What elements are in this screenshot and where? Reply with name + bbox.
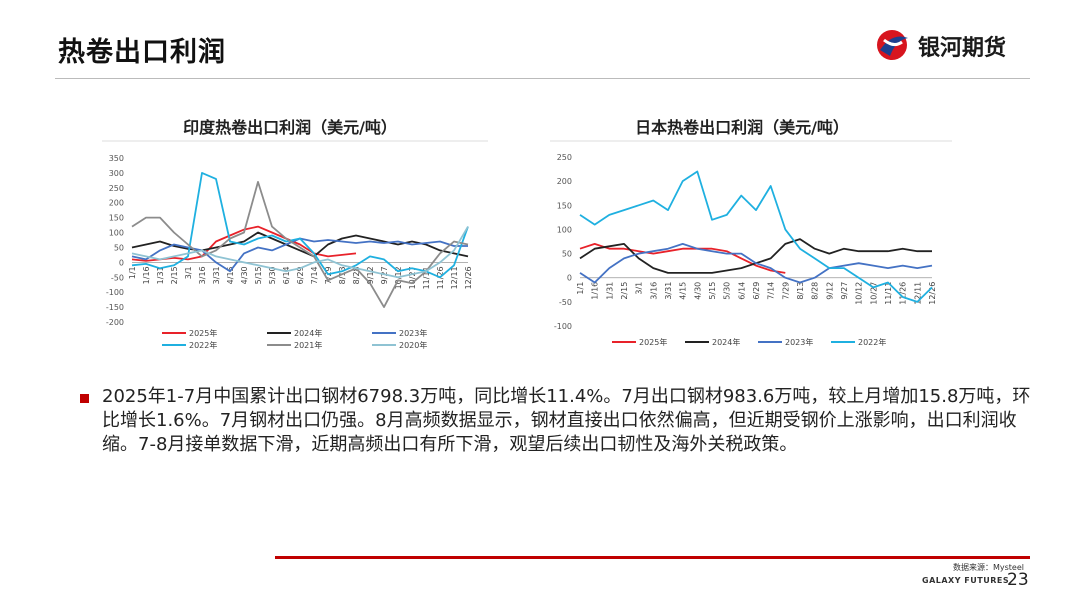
x-tick-label: 5/30 xyxy=(268,266,277,284)
x-tick-label: 3/16 xyxy=(649,282,658,300)
x-tick-label: 1/31 xyxy=(605,282,614,300)
brand-name: 银河期货 xyxy=(918,36,1007,61)
y-tick-label: 200 xyxy=(109,199,124,208)
x-tick-label: 4/30 xyxy=(693,282,702,300)
charts: 印度热卷出口利润（美元/吨） -200 -150 -100 -50 0 50 100 150 20… xyxy=(102,118,952,350)
x-tick-label: 5/15 xyxy=(708,282,717,300)
x-tick-label: 4/15 xyxy=(679,282,688,300)
x-tick-label: 8/13 xyxy=(796,282,805,300)
chart-title: 印度热卷出口利润（美元/吨） xyxy=(183,118,397,137)
series-line xyxy=(131,226,469,279)
legend-label: 2025年 xyxy=(189,328,217,338)
x-tick-label: 8/13 xyxy=(338,266,347,284)
y-tick-label: 100 xyxy=(557,225,572,234)
x-tick-label: 12/26 xyxy=(464,266,473,289)
page-number: 23 xyxy=(1007,570,1029,590)
x-tick-label: 7/29 xyxy=(781,282,790,300)
source: 数据来源：Mysteel xyxy=(952,563,1024,572)
x-tick-label: 11/11 xyxy=(422,266,431,289)
legend-label: 2023年 xyxy=(785,337,813,347)
x-tick-label: 3/1 xyxy=(635,282,644,295)
y-tick-label: 50 xyxy=(114,243,124,252)
slide-title: 热卷出口利润 xyxy=(58,37,226,68)
logo-icon xyxy=(877,30,908,60)
legend-label: 2025年 xyxy=(639,337,667,347)
y-tick-label: 100 xyxy=(109,229,124,238)
x-tick-label: 9/12 xyxy=(366,266,375,284)
company: GALAXY FUTURES xyxy=(922,576,1010,585)
x-tick-label: 3/16 xyxy=(198,266,207,284)
y-tick-label: 200 xyxy=(557,177,572,186)
x-tick-label: 7/14 xyxy=(767,282,776,300)
legend-label: 2022年 xyxy=(189,340,217,350)
chart-title: 日本热卷出口利润（美元/吨） xyxy=(635,118,849,137)
legend-label: 2022年 xyxy=(858,337,886,347)
x-tick-label: 3/1 xyxy=(184,266,193,279)
series-line xyxy=(131,172,469,279)
y-tick-label: -100 xyxy=(554,322,572,331)
x-tick-label: 6/14 xyxy=(282,266,291,284)
y-tick-label: 250 xyxy=(557,153,572,162)
y-tick-label: 350 xyxy=(109,154,124,163)
y-tick-label: 0 xyxy=(119,258,124,267)
x-tick-label: 11/26 xyxy=(899,282,908,305)
x-tick-label: 9/12 xyxy=(825,282,834,300)
footer-rule xyxy=(275,556,1030,559)
x-tick-label: 5/30 xyxy=(723,282,732,300)
x-tick-label: 10/12 xyxy=(855,282,864,305)
x-tick-label: 12/26 xyxy=(928,282,937,305)
x-tick-label: 1/16 xyxy=(142,266,151,284)
x-tick-label: 12/11 xyxy=(913,282,922,305)
y-tick-label: -150 xyxy=(106,303,124,312)
y-tick-label: 150 xyxy=(109,214,124,223)
y-tick-label: 250 xyxy=(109,184,124,193)
x-tick-label: 2/15 xyxy=(170,266,179,284)
y-tick-label: -200 xyxy=(106,318,124,327)
x-tick-label: 10/27 xyxy=(408,266,417,289)
y-tick-label: -100 xyxy=(106,288,124,297)
series-line xyxy=(131,181,469,308)
y-tick-label: 0 xyxy=(567,274,572,283)
series-line xyxy=(579,170,933,303)
x-tick-label: 1/31 xyxy=(156,266,165,284)
bullet xyxy=(80,394,89,403)
y-tick-label: -50 xyxy=(111,273,124,282)
x-tick-label: 9/27 xyxy=(840,282,849,300)
y-tick-label: -50 xyxy=(559,298,572,307)
x-tick-label: 1/16 xyxy=(591,282,600,300)
x-tick-label: 6/14 xyxy=(737,282,746,300)
series-line xyxy=(131,231,469,258)
x-tick-label: 8/28 xyxy=(811,282,820,300)
series-line xyxy=(579,243,786,274)
x-tick-label: 11/11 xyxy=(884,282,893,305)
x-tick-label: 2/15 xyxy=(620,282,629,300)
paragraph: 2025年1-7月中国累计出口钢材6798.3万吨，同比增长11.4%。7月出口… xyxy=(102,386,1031,455)
x-tick-label: 3/31 xyxy=(212,266,221,284)
x-tick-label: 6/29 xyxy=(752,282,761,300)
y-tick-label: 150 xyxy=(557,201,572,210)
x-tick-label: 12/11 xyxy=(450,266,459,289)
legend-label: 2021年 xyxy=(294,340,322,350)
legend-label: 2020年 xyxy=(399,340,427,350)
legend-label: 2023年 xyxy=(399,328,427,338)
x-tick-label: 7/14 xyxy=(310,266,319,284)
x-tick-label: 10/27 xyxy=(869,282,878,305)
x-tick-label: 4/15 xyxy=(226,266,235,284)
x-tick-label: 5/15 xyxy=(254,266,263,284)
x-tick-label: 4/30 xyxy=(240,266,249,284)
x-tick-label: 1/1 xyxy=(128,266,137,279)
x-tick-label: 1/1 xyxy=(576,282,585,295)
x-tick-label: 9/27 xyxy=(380,266,389,284)
legend-label: 2024年 xyxy=(712,337,740,347)
x-tick-label: 8/28 xyxy=(352,266,361,284)
x-tick-label: 7/29 xyxy=(324,266,333,284)
y-tick-label: 300 xyxy=(109,169,124,178)
legend-label: 2024年 xyxy=(294,328,322,338)
x-tick-label: 6/29 xyxy=(296,266,305,284)
series-line xyxy=(579,243,933,284)
y-tick-label: 50 xyxy=(562,250,572,259)
header-rule xyxy=(55,78,1030,79)
x-tick-label: 3/31 xyxy=(664,282,673,300)
